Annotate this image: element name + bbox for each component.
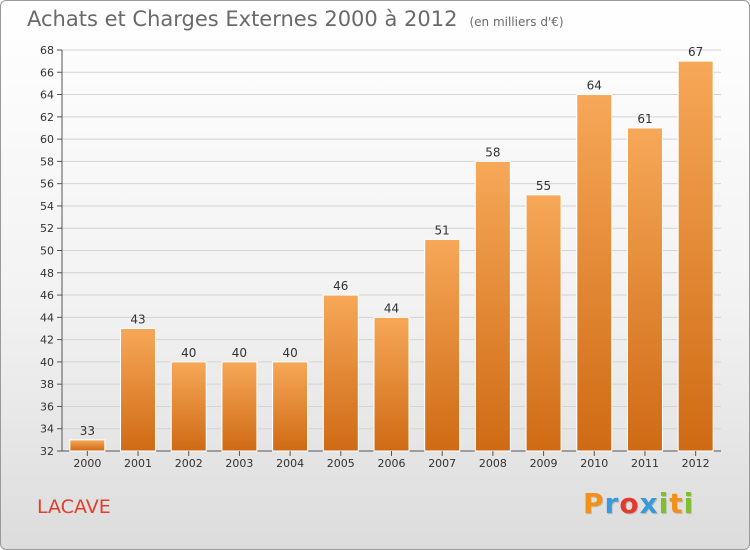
logo-letter: i bbox=[658, 487, 670, 520]
data-label: 40 bbox=[232, 346, 247, 360]
chart-title: Achats et Charges Externes 2000 à 2012 (e… bbox=[27, 7, 564, 31]
data-label: 46 bbox=[333, 279, 348, 293]
bar bbox=[525, 194, 562, 452]
bar bbox=[69, 439, 106, 452]
x-tick-label: 2011 bbox=[631, 457, 659, 470]
data-label: 33 bbox=[80, 424, 95, 438]
logo-letter: x bbox=[639, 487, 659, 520]
y-tick-label: 46 bbox=[40, 289, 54, 302]
chart-subtitle: (en milliers d'€) bbox=[469, 15, 564, 29]
y-tick-label: 32 bbox=[40, 445, 54, 458]
bar bbox=[221, 361, 258, 452]
x-tick-label: 2001 bbox=[124, 457, 152, 470]
data-label: 64 bbox=[587, 79, 602, 93]
bar bbox=[120, 327, 157, 452]
bar bbox=[474, 160, 511, 452]
y-tick-label: 50 bbox=[40, 245, 54, 258]
data-label: 43 bbox=[130, 312, 145, 326]
data-label: 61 bbox=[637, 112, 652, 126]
x-tick-label: 2006 bbox=[378, 457, 406, 470]
y-tick-label: 48 bbox=[40, 267, 54, 280]
logo-letter: i bbox=[683, 487, 695, 520]
y-tick-label: 52 bbox=[40, 222, 54, 235]
y-tick-label: 54 bbox=[40, 200, 54, 213]
y-tick-label: 40 bbox=[40, 356, 54, 369]
x-tick-label: 2008 bbox=[479, 457, 507, 470]
x-tick-label: 2003 bbox=[225, 457, 253, 470]
commune-name: LACAVE bbox=[37, 496, 111, 518]
logo-letter: t bbox=[669, 487, 684, 520]
x-tick-label: 2005 bbox=[327, 457, 355, 470]
y-tick-label: 42 bbox=[40, 334, 54, 347]
x-tick-label: 2000 bbox=[73, 457, 101, 470]
bar bbox=[322, 294, 359, 452]
bar bbox=[626, 127, 663, 452]
bar bbox=[373, 316, 410, 452]
logo-letter: o bbox=[619, 487, 640, 520]
data-label: 40 bbox=[181, 346, 196, 360]
proxiti-logo: Proxiti bbox=[583, 487, 694, 520]
x-tick-label: 2004 bbox=[276, 457, 304, 470]
bar bbox=[272, 361, 309, 452]
x-tick-label: 2009 bbox=[530, 457, 558, 470]
data-label: 51 bbox=[435, 223, 450, 237]
data-label: 67 bbox=[688, 45, 703, 59]
logo-letter: r bbox=[604, 487, 620, 520]
y-tick-label: 60 bbox=[40, 133, 54, 146]
x-tick-label: 2010 bbox=[580, 457, 608, 470]
y-tick-label: 36 bbox=[40, 400, 54, 413]
y-tick-label: 68 bbox=[40, 44, 54, 57]
x-tick-label: 2002 bbox=[175, 457, 203, 470]
y-tick-label: 64 bbox=[40, 89, 54, 102]
logo-letter: P bbox=[583, 487, 605, 520]
y-tick-label: 56 bbox=[40, 178, 54, 191]
y-tick-label: 66 bbox=[40, 66, 54, 79]
y-tick-label: 58 bbox=[40, 155, 54, 168]
x-tick-label: 2007 bbox=[428, 457, 456, 470]
data-label: 40 bbox=[282, 346, 297, 360]
chart-title-text: Achats et Charges Externes 2000 à 2012 bbox=[27, 7, 458, 31]
bar bbox=[576, 94, 613, 452]
bar bbox=[424, 238, 461, 452]
y-tick-label: 44 bbox=[40, 311, 54, 324]
y-tick-label: 62 bbox=[40, 111, 54, 124]
data-label: 58 bbox=[485, 145, 500, 159]
data-label: 44 bbox=[384, 301, 399, 315]
y-tick-label: 34 bbox=[40, 423, 54, 436]
y-tick-label: 38 bbox=[40, 378, 54, 391]
bar bbox=[170, 361, 207, 452]
data-label: 55 bbox=[536, 179, 551, 193]
bar bbox=[677, 60, 714, 452]
x-tick-label: 2012 bbox=[682, 457, 710, 470]
